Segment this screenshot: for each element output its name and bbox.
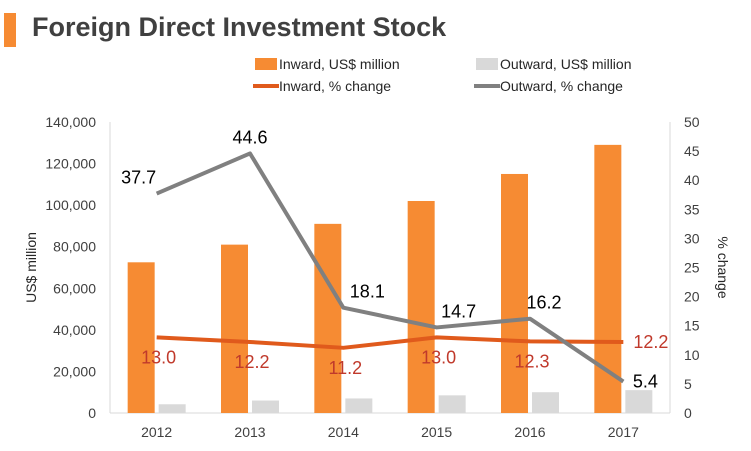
x-tick-label: 2015	[421, 424, 452, 440]
y-axis-title: US$ million	[23, 232, 39, 303]
outward-change-label: 5.4	[633, 372, 658, 392]
y2-tick-label: 40	[684, 172, 700, 188]
y2-tick-label: 25	[684, 260, 700, 276]
y-tick-label: 140,000	[45, 114, 96, 130]
inward-bar	[407, 200, 435, 413]
y-tick-label: 20,000	[53, 363, 96, 379]
x-tick-label: 2012	[141, 424, 172, 440]
inward-change-label: 12.2	[234, 352, 269, 372]
inward-bar	[314, 223, 342, 413]
y2-tick-label: 0	[684, 405, 692, 421]
outward-change-line	[155, 151, 625, 384]
x-tick-label: 2017	[608, 424, 639, 440]
x-tick-label: 2016	[514, 424, 545, 440]
outward-bar	[345, 398, 373, 413]
y2-tick-label: 50	[684, 114, 700, 130]
legend: Inward, US$ million Outward, US$ million I…	[253, 56, 632, 94]
y2-tick-label: 35	[684, 201, 700, 217]
legend-swatch	[476, 58, 498, 70]
outward-change-label: 37.7	[121, 168, 156, 188]
inward-bar	[127, 262, 155, 413]
legend-label: Outward, US$ million	[500, 56, 632, 72]
y-tick-label: 120,000	[45, 156, 96, 172]
y2-tick-label: 30	[684, 230, 700, 246]
inward-bar	[594, 144, 622, 413]
y-tick-label: 60,000	[53, 280, 96, 296]
outward-bar	[252, 400, 279, 413]
inward-bar	[221, 244, 248, 413]
outward-bar	[438, 395, 466, 413]
inward-change-label: 11.2	[328, 358, 362, 378]
outward-bar	[625, 390, 653, 413]
outward-change-label: 18.1	[350, 282, 385, 302]
outward-change-label: 14.7	[441, 301, 476, 321]
legend-label: Outward, % change	[500, 78, 623, 94]
y2-tick-label: 20	[684, 289, 700, 305]
outward-bar	[532, 392, 559, 413]
outward-change-label: 44.6	[232, 127, 267, 147]
outward-bar	[158, 404, 186, 413]
inward-bar	[501, 173, 528, 413]
y-tick-label: 100,000	[45, 197, 96, 213]
x-tick-label: 2014	[328, 424, 359, 440]
y-tick-label: 40,000	[53, 322, 96, 338]
outward-change-label: 16.2	[526, 293, 561, 313]
inward-change-label: 12.2	[633, 332, 668, 352]
legend-label: Inward, % change	[279, 78, 391, 94]
y2-tick-label: 10	[684, 347, 700, 363]
inward-change-line	[156, 335, 624, 350]
legend-label: Inward, US$ million	[279, 56, 400, 72]
plot-area: 0 20,000 40,000 60,000 80,000 100,000 120,000 1…	[23, 114, 731, 440]
inward-change-label: 12.3	[514, 351, 549, 371]
inward-change-label: 13.0	[421, 347, 456, 367]
y-tick-label: 0	[88, 405, 96, 421]
inward-change-label: 13.0	[141, 347, 176, 367]
chart-title: Foreign Direct Investment Stock	[32, 12, 447, 42]
y2-tick-label: 45	[684, 143, 700, 159]
title-accent-bar	[4, 13, 16, 47]
x-tick-label: 2013	[234, 424, 265, 440]
y-tick-label: 80,000	[53, 239, 96, 255]
y2-tick-label: 5	[684, 376, 692, 392]
y2-axis-title: % change	[715, 236, 731, 298]
legend-swatch	[255, 58, 277, 70]
y2-tick-label: 15	[684, 318, 700, 334]
